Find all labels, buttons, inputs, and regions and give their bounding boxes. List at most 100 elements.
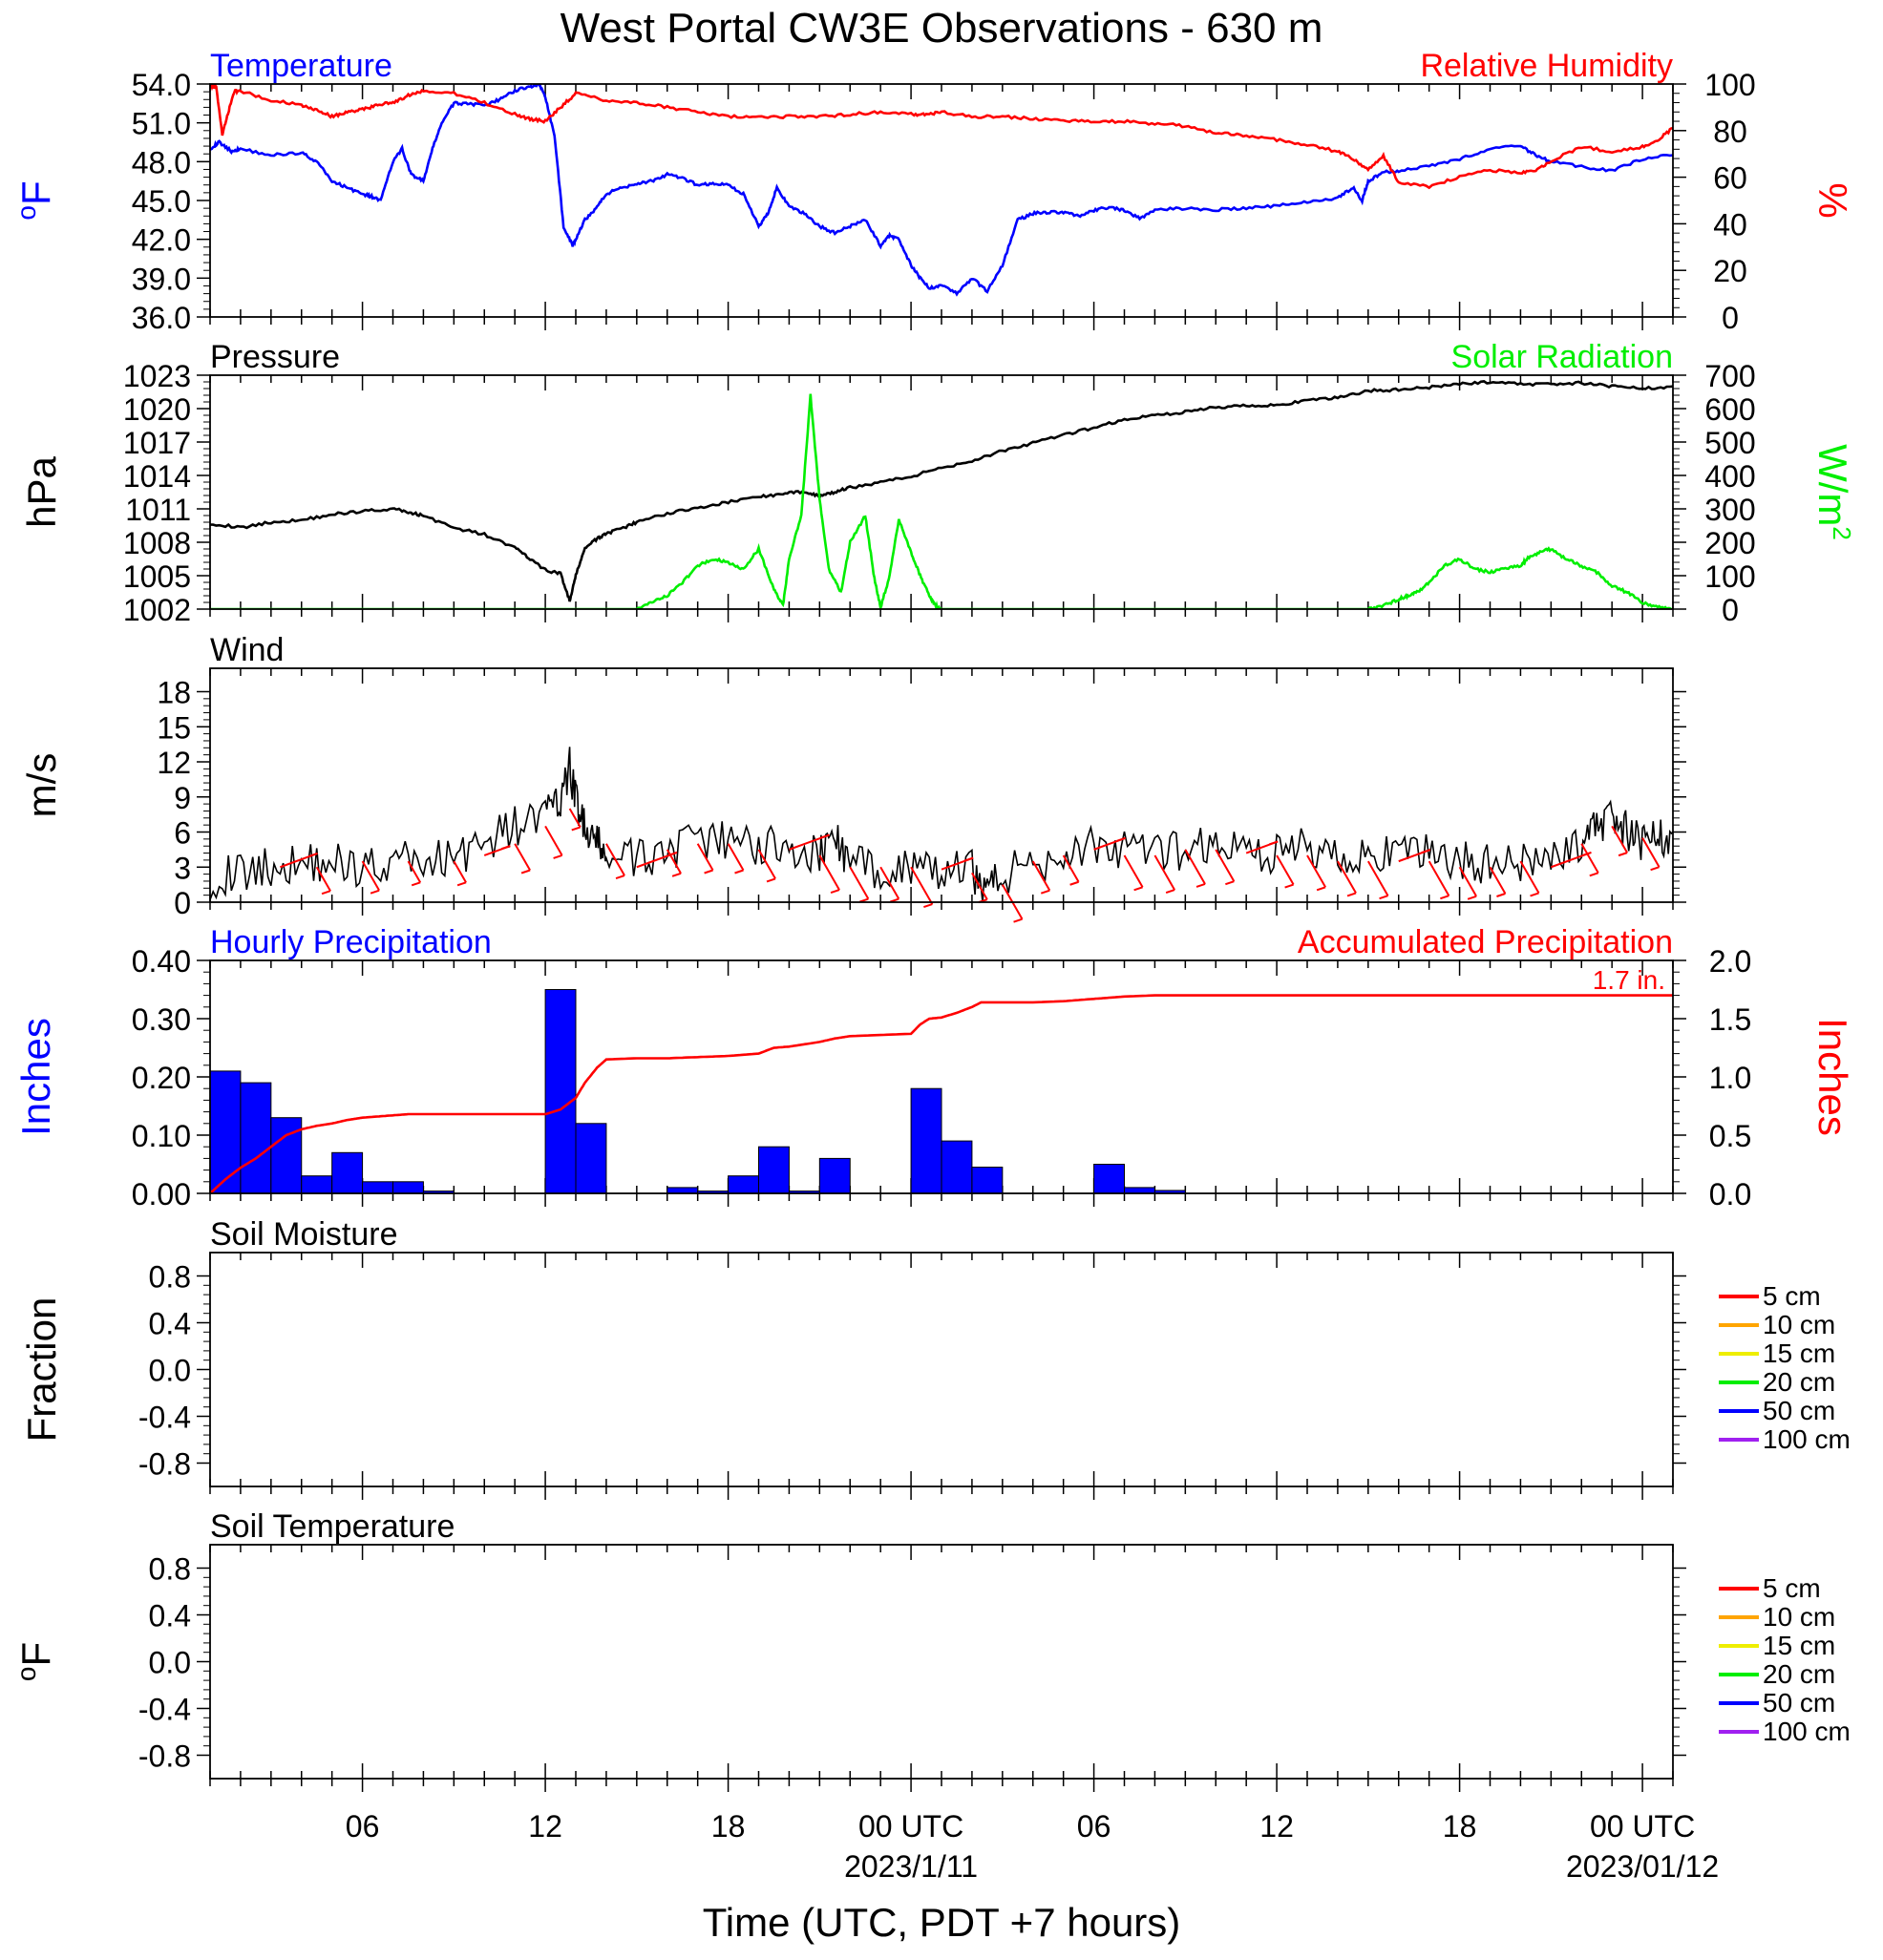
wind-barb [568,808,582,828]
panels-group: 36.039.042.045.048.051.054.0020406080100… [11,48,1856,1792]
panel-frame [209,959,1674,1194]
x-tick-label: 06 [346,1809,380,1844]
y-tick-label-right: 1.0 [1709,1061,1751,1095]
series-line-green [210,393,1673,609]
wind-barb [971,872,988,900]
y-tick-label-left: -0.8 [138,1447,191,1482]
y-tick-label-left: 36.0 [132,301,191,335]
wind-barb [1184,849,1206,885]
wind-barb [1366,860,1389,896]
series-line-red [210,994,1673,1193]
wind-barb [879,866,900,900]
wind-barb [1123,854,1144,888]
panel-frame [209,374,1674,610]
precip-bar [728,1175,759,1193]
wind-barb-flag [456,881,467,887]
y-tick-label-right: 80 [1713,115,1747,149]
panel-title-left: Soil Temperature [210,1508,455,1545]
wind-barb-flag [1268,840,1279,846]
wind-barb-flag [1040,889,1050,895]
panel-frame [209,667,1674,903]
y-axis-label-right: W/m2 [1810,444,1856,540]
precip-bar [240,1082,272,1193]
wind-barb-flag [1346,892,1357,897]
wind-barb [1611,825,1628,854]
y-tick-label-right: 600 [1704,392,1755,427]
y-tick-label-right: 2.0 [1709,944,1751,979]
wind-barb-flag [615,875,625,880]
y-tick-label-right: 100 [1704,559,1755,594]
wind-barb-flag [1116,836,1126,842]
precip-bar [301,1175,333,1193]
wind-barb-flag [1225,880,1235,886]
y-tick-label-left: 1005 [123,559,191,594]
wind-barb [1519,860,1540,894]
series-line-black [210,747,1673,902]
y-tick-label-right: 0.5 [1709,1119,1751,1153]
y-tick-label-left: 15 [157,710,191,745]
series-line-blue [210,84,1673,297]
wind-barb [453,860,467,883]
legend-label: 5 cm [1763,1573,1821,1603]
y-tick-label-left: 9 [174,781,191,815]
wind-barb [514,843,531,872]
y-tick-label-left: 0 [174,886,191,920]
precip-bar [666,1187,699,1193]
precip-bar [818,1157,851,1193]
y-axis-label-left: Fraction [19,1297,64,1443]
degree-superscript: o [11,1667,41,1682]
legend-label: 100 cm [1763,1424,1851,1454]
precip-bar [270,1117,303,1193]
precip-bar [210,1070,242,1193]
wind-barb-flag [889,897,899,903]
x-tick-date-label: 2023/1/11 [844,1849,978,1884]
precip-bar [392,1181,424,1193]
precip-bar [331,1151,364,1193]
y-tick-label-left: 1020 [123,392,191,427]
legend-label: 10 cm [1763,1310,1835,1339]
wind-barb [1062,854,1080,883]
wind-barb-flag [1379,895,1388,900]
y-tick-label-right: 0.0 [1709,1177,1751,1212]
series-line-red [210,84,1673,190]
panel-frame [209,83,1674,318]
y-tick-label-left: 54.0 [132,68,191,102]
precip-bar [1124,1187,1155,1193]
wind-barb [1489,866,1507,895]
plot-area-wind [210,747,1673,902]
legend-label: 50 cm [1763,1396,1835,1425]
wind-barb-flag [1650,866,1660,872]
x-tick-label: 12 [528,1809,562,1844]
y-tick-label-right: 0 [1722,593,1739,627]
y-tick-label-left: 0.20 [132,1061,191,1095]
wind-barb-flag [1589,872,1599,877]
wind-barb [1153,854,1175,891]
panel-frame [209,1544,1674,1780]
time-axis: 06 12 18 00 UTC 2023/1/11 06 12 18 00 UTC 2023/01… [346,1809,1719,1884]
precip-bar [758,1146,790,1193]
wind-barb [910,866,934,905]
y-axis-label-right: % [1810,182,1855,218]
wind-barb [727,843,745,872]
y-axis-label-left: hPa [19,455,64,527]
wind-barb [1276,854,1295,886]
wind-barb-flag [520,869,531,875]
wind-barb-flag [820,833,830,839]
legend-label: 15 cm [1763,1338,1835,1368]
y-tick-label-left: 1008 [123,526,191,560]
wind-barb [757,849,776,879]
wind-barb [666,849,682,875]
legend-label: 100 cm [1763,1717,1851,1746]
wind-barb-flag [1421,849,1431,854]
panel-frame [209,1252,1674,1487]
panel-title-right: Accumulated Precipitation [1298,924,1673,960]
y-tick-label-left: 1014 [123,459,191,494]
legend-label: 15 cm [1763,1631,1835,1660]
panel-title-left: Wind [210,632,284,668]
y-tick-label-right: 1.5 [1709,1002,1751,1037]
y-tick-label-left: 18 [157,676,191,710]
y-tick-label-left: 45.0 [132,184,191,219]
y-tick-label-right: 200 [1704,526,1755,560]
y-tick-label-right: 20 [1713,254,1747,288]
